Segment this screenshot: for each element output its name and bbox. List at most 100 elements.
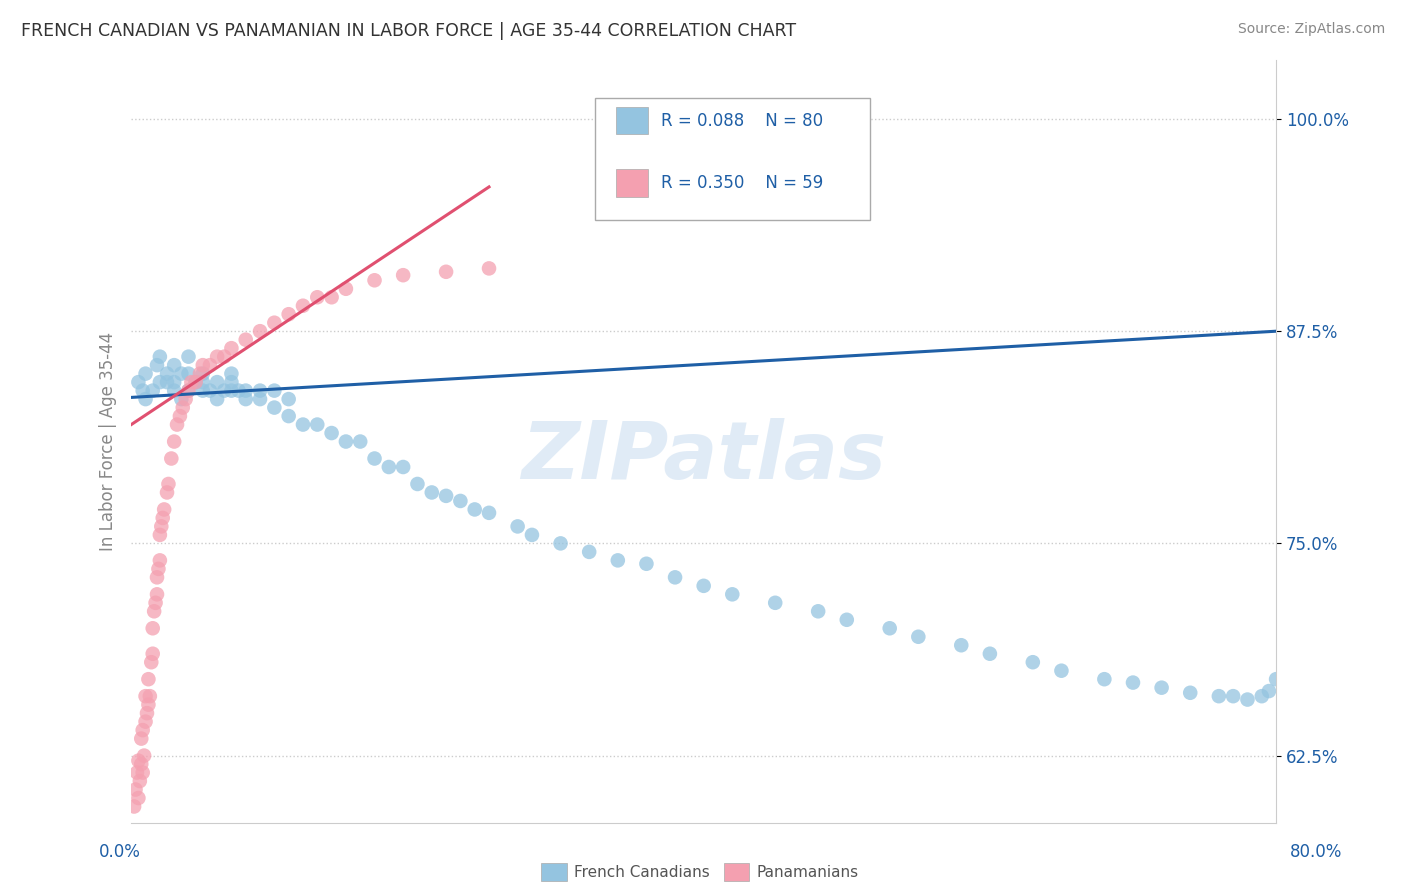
Point	[307, 290, 329, 304]
Point	[235, 384, 257, 398]
Point	[664, 570, 686, 584]
Point	[335, 282, 357, 296]
Text: Panamanians: Panamanians	[756, 865, 859, 880]
Point	[378, 460, 401, 475]
Point	[138, 698, 160, 712]
Point	[221, 384, 243, 398]
Point	[221, 341, 243, 355]
Point	[763, 596, 786, 610]
Point	[606, 553, 628, 567]
Point	[406, 477, 429, 491]
Point	[578, 545, 600, 559]
Point	[145, 596, 167, 610]
Point	[235, 392, 257, 406]
Point	[1022, 655, 1045, 669]
Point	[127, 754, 149, 768]
Point	[156, 375, 179, 389]
Point	[148, 562, 170, 576]
Point	[520, 528, 543, 542]
Point	[142, 621, 165, 635]
Point	[163, 384, 186, 398]
Point	[363, 451, 385, 466]
Point	[129, 757, 152, 772]
Point	[134, 748, 156, 763]
Point	[228, 384, 250, 398]
Text: 0.0%: 0.0%	[98, 843, 141, 861]
Point	[1258, 684, 1281, 698]
Point	[142, 647, 165, 661]
FancyBboxPatch shape	[595, 98, 870, 220]
Point	[434, 265, 457, 279]
Point	[135, 392, 157, 406]
Point	[249, 324, 271, 338]
Point	[156, 367, 179, 381]
Point	[807, 604, 830, 618]
Point	[1150, 681, 1173, 695]
Point	[263, 316, 285, 330]
Text: R = 0.350    N = 59: R = 0.350 N = 59	[661, 174, 824, 192]
Point	[221, 367, 243, 381]
Point	[721, 587, 744, 601]
Point	[263, 384, 285, 398]
Point	[146, 570, 169, 584]
Point	[177, 367, 200, 381]
Point	[1050, 664, 1073, 678]
Point	[184, 375, 207, 389]
Point	[170, 367, 193, 381]
Point	[363, 273, 385, 287]
Point	[1236, 692, 1258, 706]
Point	[692, 579, 714, 593]
Point	[291, 417, 314, 432]
Point	[235, 333, 257, 347]
Point	[166, 417, 188, 432]
Point	[177, 384, 200, 398]
Point	[150, 519, 173, 533]
Point	[139, 689, 162, 703]
Point	[249, 392, 271, 406]
Point	[136, 706, 159, 720]
Point	[478, 261, 501, 276]
Point	[122, 799, 145, 814]
Point	[127, 375, 149, 389]
Point	[198, 384, 221, 398]
Point	[143, 604, 166, 618]
Point	[550, 536, 572, 550]
Point	[177, 350, 200, 364]
Point	[321, 290, 343, 304]
Point	[135, 367, 157, 381]
Point	[184, 375, 207, 389]
Point	[169, 409, 191, 423]
Point	[636, 557, 658, 571]
Point	[214, 350, 236, 364]
Point	[291, 299, 314, 313]
Point	[249, 384, 271, 398]
Point	[142, 384, 165, 398]
Point	[163, 434, 186, 449]
Point	[478, 506, 501, 520]
Point	[907, 630, 929, 644]
Point	[163, 375, 186, 389]
Point	[950, 638, 973, 652]
Point	[128, 774, 150, 789]
Point	[979, 647, 1001, 661]
Point	[198, 358, 221, 372]
Point	[205, 375, 228, 389]
Point	[149, 375, 172, 389]
Point	[1092, 672, 1115, 686]
Point	[277, 307, 299, 321]
Point	[131, 384, 153, 398]
Point	[160, 451, 183, 466]
Point	[149, 553, 172, 567]
Point	[434, 489, 457, 503]
Point	[141, 655, 163, 669]
Point	[191, 367, 214, 381]
Point	[1180, 686, 1202, 700]
Point	[138, 672, 160, 686]
Text: ZIPatlas: ZIPatlas	[522, 417, 886, 496]
Point	[149, 528, 172, 542]
Point	[1222, 689, 1244, 703]
FancyBboxPatch shape	[616, 169, 648, 197]
Point	[170, 392, 193, 406]
Point	[221, 375, 243, 389]
Point	[277, 409, 299, 423]
